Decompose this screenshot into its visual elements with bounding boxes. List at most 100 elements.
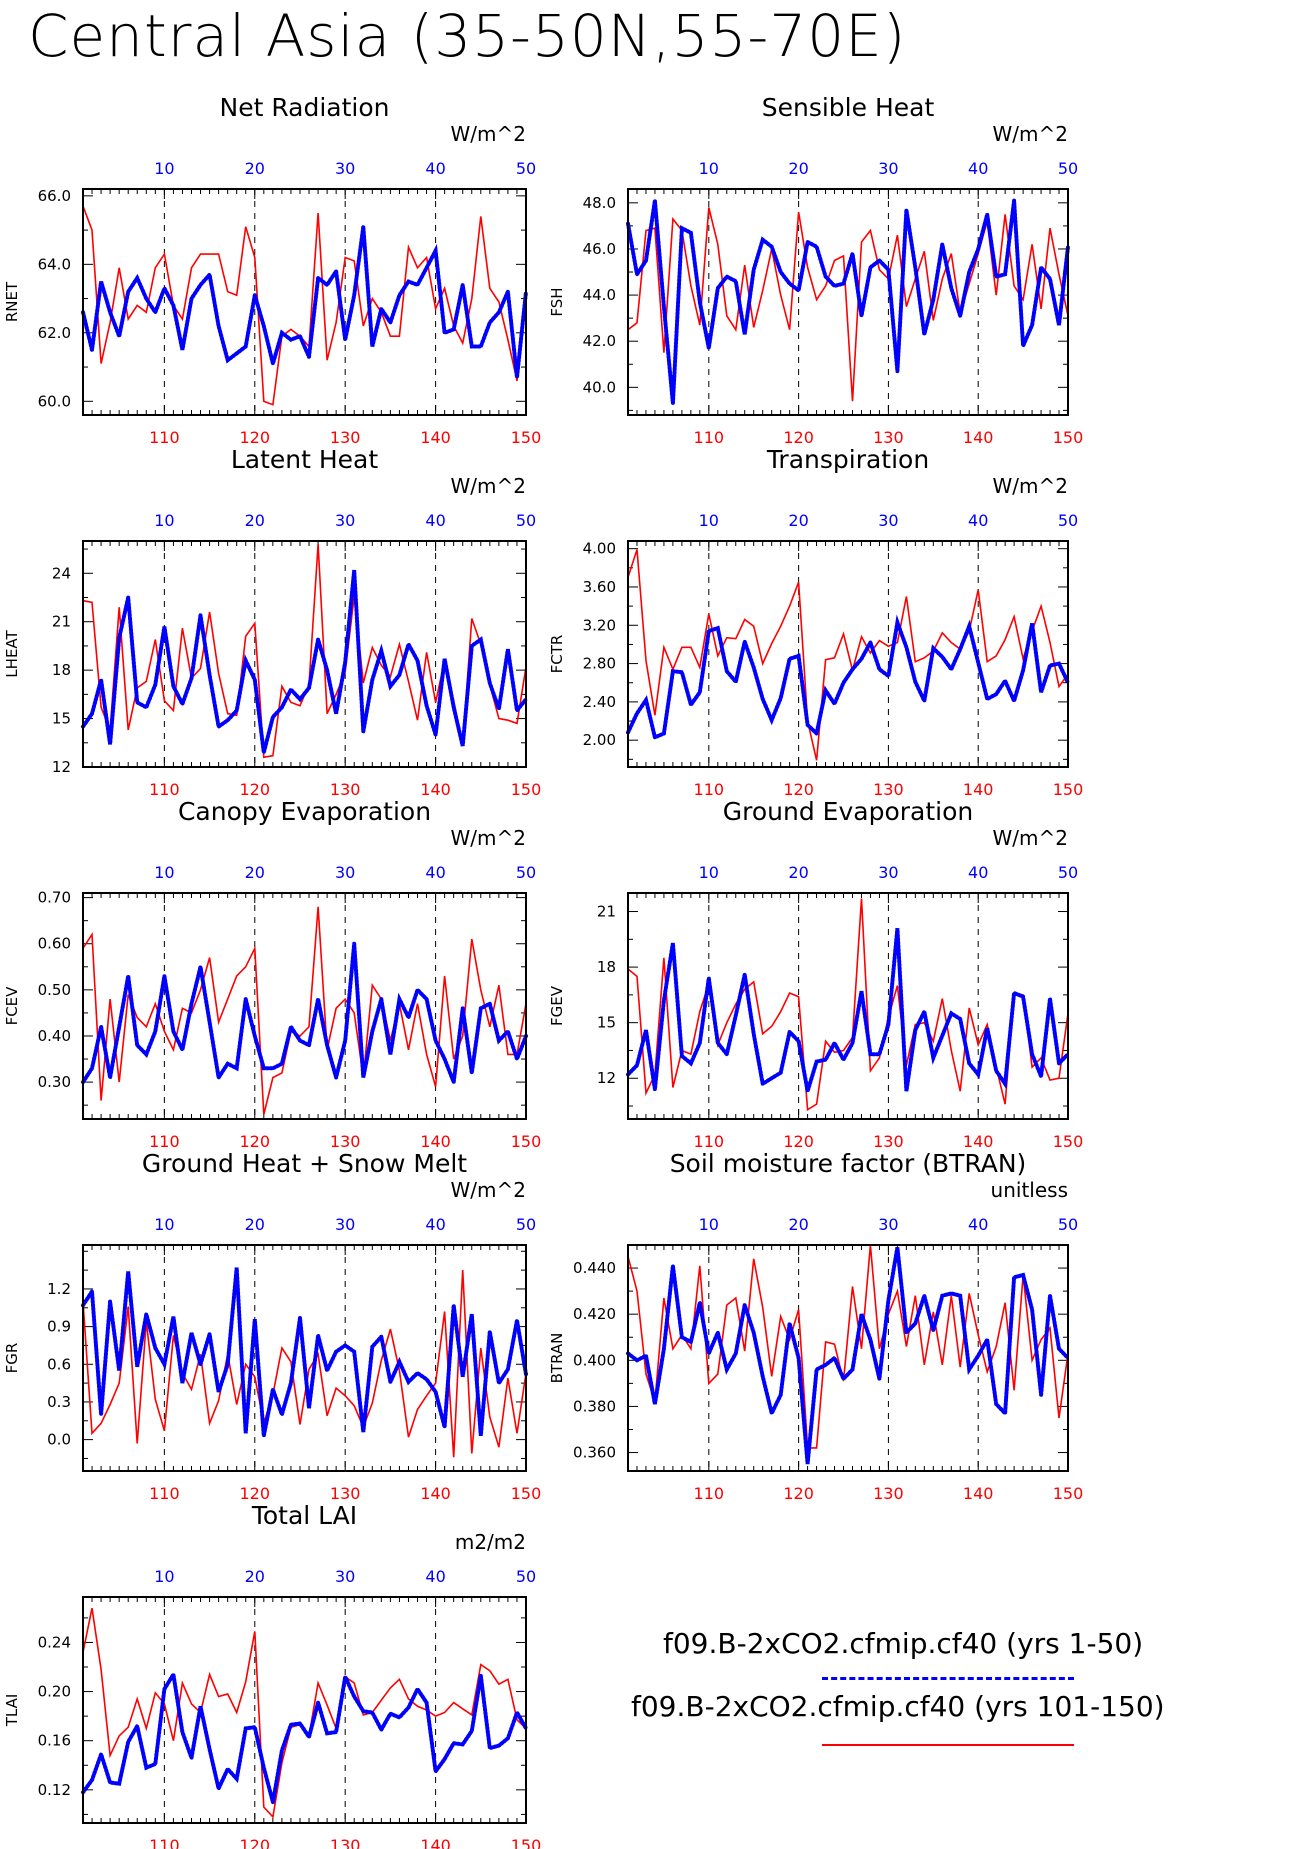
- y-axis-label: FSH: [548, 287, 566, 316]
- x-tick-label-bottom: 140: [963, 1484, 994, 1503]
- y-tick-label: 66.0: [38, 187, 71, 205]
- x-tick-label-top: 20: [245, 1215, 265, 1234]
- x-tick-label-bottom: 150: [511, 1484, 542, 1503]
- y-axis-label: RNET: [3, 281, 21, 322]
- series-line-blue: [81, 1668, 528, 1803]
- x-tick-label-top: 30: [335, 1215, 355, 1234]
- x-tick-label-bottom: 150: [511, 1132, 542, 1151]
- x-tick-label-top: 30: [878, 159, 898, 178]
- y-axis-label: LHEAT: [3, 629, 21, 677]
- x-tick-label-bottom: 130: [330, 1484, 361, 1503]
- y-tick-label: 24: [52, 564, 71, 582]
- x-tick-label-top: 10: [154, 863, 174, 882]
- x-tick-label-bottom: 120: [240, 1132, 271, 1151]
- legend-entry-2-line: [822, 1744, 1074, 1746]
- y-axis-label: FCEV: [3, 986, 21, 1026]
- series-line-red: [627, 549, 1069, 761]
- series-line-red: [627, 207, 1069, 402]
- x-tick-label-bottom: 120: [240, 1836, 271, 1849]
- units-label: W/m^2: [993, 122, 1068, 146]
- x-tick-label-top: 20: [245, 1567, 265, 1586]
- x-tick-label-top: 10: [154, 1215, 174, 1234]
- x-tick-label-top: 40: [968, 1215, 988, 1234]
- y-axis-label: FGEV: [548, 985, 566, 1026]
- series-line-blue: [626, 614, 1070, 741]
- panel-title: Ground Evaporation: [723, 797, 973, 826]
- plot-frame: [82, 892, 527, 1120]
- x-tick-label-bottom: 110: [694, 428, 725, 447]
- x-tick-label-bottom: 130: [330, 780, 361, 799]
- x-tick-label-bottom: 130: [330, 428, 361, 447]
- units-label: W/m^2: [451, 122, 526, 146]
- panel-title: Soil moisture factor (BTRAN): [670, 1149, 1027, 1178]
- y-tick-label: 0.0: [47, 1431, 71, 1449]
- x-tick-label-top: 10: [699, 159, 719, 178]
- series-line-red: [82, 1270, 527, 1458]
- y-tick-label: 0.60: [38, 935, 71, 953]
- series-line-red: [82, 205, 527, 406]
- x-tick-label-top: 10: [699, 511, 719, 530]
- plot-frame: [627, 1244, 1069, 1472]
- y-axis-label: TLAI: [3, 1694, 21, 1728]
- y-tick-label: 15: [597, 1014, 616, 1032]
- panel-title: Total LAI: [251, 1501, 357, 1530]
- x-tick-label-top: 40: [968, 159, 988, 178]
- x-tick-label-top: 30: [335, 863, 355, 882]
- x-tick-label-bottom: 110: [149, 428, 180, 447]
- y-tick-label: 40.0: [583, 378, 616, 396]
- y-tick-label: 42.0: [583, 332, 616, 350]
- y-tick-label: 0.420: [573, 1305, 616, 1323]
- x-tick-label-bottom: 110: [149, 1132, 180, 1151]
- y-tick-label: 0.3: [47, 1393, 71, 1411]
- y-tick-label: 1.2: [47, 1280, 71, 1298]
- x-tick-label-top: 10: [699, 1215, 719, 1234]
- x-tick-label-top: 20: [245, 159, 265, 178]
- y-tick-label: 60.0: [38, 392, 71, 410]
- plot-frame: [82, 1596, 527, 1824]
- y-tick-label: 2.00: [583, 731, 616, 749]
- x-tick-label-bottom: 140: [420, 1836, 451, 1849]
- series-line-blue: [81, 943, 528, 1086]
- panel-4: Transpiration W/m^2 FCTR 110 120 130 140 150 10 2…: [548, 445, 1083, 799]
- y-tick-label: 2.40: [583, 693, 616, 711]
- panel-title: Ground Heat + Snow Melt: [142, 1149, 467, 1178]
- x-tick-label-bottom: 110: [694, 780, 725, 799]
- series-line-red: [82, 1607, 527, 1819]
- panel-title: Latent Heat: [231, 445, 379, 474]
- units-label: W/m^2: [451, 826, 526, 850]
- series-line-blue: [626, 928, 1070, 1092]
- x-tick-label-top: 30: [878, 863, 898, 882]
- y-tick-label: 0.400: [573, 1351, 616, 1369]
- y-tick-label: 12: [597, 1069, 616, 1087]
- series-line-blue: [81, 1267, 528, 1437]
- x-tick-label-bottom: 120: [240, 780, 271, 799]
- x-tick-label-top: 20: [788, 159, 808, 178]
- x-tick-label-bottom: 120: [240, 1484, 271, 1503]
- y-tick-label: 3.20: [583, 616, 616, 634]
- panel-9: Total LAI m2/m2 TLAI 110 120 130 140 150 10 20 30 4…: [3, 1501, 541, 1849]
- x-tick-label-top: 50: [1058, 159, 1078, 178]
- y-tick-label: 0.50: [38, 981, 71, 999]
- plot-frame: [82, 1244, 527, 1472]
- x-tick-label-bottom: 150: [1053, 1132, 1084, 1151]
- legend-entry-1-line: [822, 1677, 1074, 1680]
- series-line-red: [82, 906, 527, 1115]
- x-tick-label-top: 40: [968, 863, 988, 882]
- x-tick-label-bottom: 130: [873, 1484, 904, 1503]
- x-tick-label-top: 30: [335, 159, 355, 178]
- plot-frame: [82, 540, 527, 768]
- x-tick-label-top: 40: [425, 159, 445, 178]
- x-tick-label-top: 50: [1058, 863, 1078, 882]
- series-line-blue: [81, 569, 528, 753]
- series-line-blue: [81, 226, 528, 378]
- x-tick-label-bottom: 130: [873, 428, 904, 447]
- x-tick-label-bottom: 120: [783, 428, 814, 447]
- panel-2: Sensible Heat W/m^2 FSH 110 120 130 140 150 10 20…: [548, 93, 1083, 447]
- x-tick-label-bottom: 140: [420, 428, 451, 447]
- series-line-red: [627, 1244, 1069, 1449]
- y-tick-label: 0.440: [573, 1259, 616, 1277]
- series-line-blue: [626, 200, 1070, 404]
- units-label: W/m^2: [451, 474, 526, 498]
